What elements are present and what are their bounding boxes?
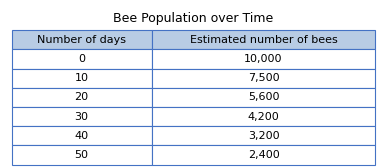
Bar (152, 107, 375, 126)
Text: Number of days: Number of days (37, 35, 126, 45)
Text: 10: 10 (75, 73, 89, 83)
Bar (12, 88, 152, 107)
Bar (152, 145, 375, 165)
Bar (12, 145, 152, 165)
Text: 3,200: 3,200 (248, 131, 279, 141)
Text: 20: 20 (75, 92, 89, 102)
Text: 40: 40 (75, 131, 89, 141)
Bar (152, 49, 375, 69)
Bar (12, 107, 152, 126)
Bar (152, 30, 375, 49)
Bar (12, 30, 152, 49)
Text: 5,600: 5,600 (248, 92, 279, 102)
Text: 30: 30 (75, 112, 89, 122)
Text: 0: 0 (78, 54, 85, 64)
Bar (152, 88, 375, 107)
Text: 10,000: 10,000 (244, 54, 283, 64)
Text: 50: 50 (75, 150, 89, 160)
Text: 4,200: 4,200 (248, 112, 279, 122)
Text: Bee Population over Time: Bee Population over Time (113, 12, 274, 25)
Bar (12, 49, 152, 69)
Bar (12, 69, 152, 88)
Bar (12, 126, 152, 145)
Text: 2,400: 2,400 (248, 150, 279, 160)
Bar (152, 69, 375, 88)
Text: Estimated number of bees: Estimated number of bees (190, 35, 337, 45)
Bar (152, 126, 375, 145)
Text: 7,500: 7,500 (248, 73, 279, 83)
